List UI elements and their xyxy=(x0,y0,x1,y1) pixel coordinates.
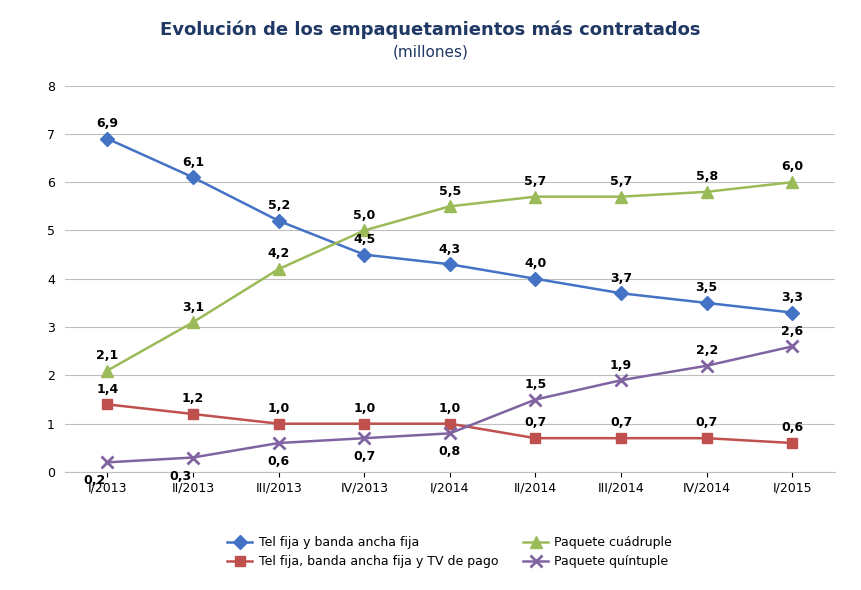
Paquete cuádruple xyxy=(702,188,712,195)
Text: 6,9: 6,9 xyxy=(96,117,118,130)
Paquete cuádruple xyxy=(102,367,113,374)
Text: 0,7: 0,7 xyxy=(524,417,547,430)
Text: 3,7: 3,7 xyxy=(610,271,632,284)
Paquete quíntuple xyxy=(787,343,797,350)
Text: 1,0: 1,0 xyxy=(439,402,461,415)
Paquete quíntuple xyxy=(444,430,455,437)
Paquete cuádruple xyxy=(530,193,541,200)
Tel fija y banda ancha fija xyxy=(359,251,369,258)
Paquete quíntuple xyxy=(102,459,113,466)
Tel fija y banda ancha fija xyxy=(188,174,198,181)
Text: 2,2: 2,2 xyxy=(696,344,718,357)
Paquete cuádruple xyxy=(274,266,284,273)
Tel fija, banda ancha fija y TV de pago xyxy=(702,435,712,442)
Line: Paquete cuádruple: Paquete cuádruple xyxy=(102,176,798,376)
Paquete cuádruple xyxy=(444,203,455,210)
Tel fija, banda ancha fija y TV de pago xyxy=(102,401,113,408)
Paquete cuádruple xyxy=(188,319,198,326)
Text: 0,2: 0,2 xyxy=(84,474,106,487)
Paquete quíntuple xyxy=(274,440,284,447)
Text: 1,0: 1,0 xyxy=(268,402,290,415)
Tel fija y banda ancha fija xyxy=(530,275,541,283)
Paquete cuádruple xyxy=(616,193,626,200)
Text: 5,7: 5,7 xyxy=(524,175,547,188)
Text: 2,6: 2,6 xyxy=(781,324,803,337)
Text: 3,1: 3,1 xyxy=(182,300,204,313)
Tel fija y banda ancha fija xyxy=(444,261,455,268)
Text: 5,7: 5,7 xyxy=(610,175,632,188)
Text: 2,1: 2,1 xyxy=(96,349,119,362)
Paquete cuádruple xyxy=(359,227,369,234)
Text: 0,6: 0,6 xyxy=(268,455,289,468)
Tel fija, banda ancha fija y TV de pago xyxy=(616,435,626,442)
Text: 6,1: 6,1 xyxy=(182,156,204,169)
Text: 3,3: 3,3 xyxy=(782,291,803,304)
Text: 1,0: 1,0 xyxy=(353,402,375,415)
Line: Paquete quíntuple: Paquete quíntuple xyxy=(101,340,799,468)
Text: 5,5: 5,5 xyxy=(439,185,461,198)
Line: Tel fija y banda ancha fija: Tel fija y banda ancha fija xyxy=(102,134,797,317)
Text: 0,7: 0,7 xyxy=(610,417,632,430)
Text: 5,0: 5,0 xyxy=(353,209,375,222)
Tel fija y banda ancha fija xyxy=(702,299,712,306)
Tel fija, banda ancha fija y TV de pago xyxy=(444,420,455,427)
Line: Tel fija, banda ancha fija y TV de pago: Tel fija, banda ancha fija y TV de pago xyxy=(102,399,797,448)
Text: 0,7: 0,7 xyxy=(696,417,718,430)
Tel fija y banda ancha fija xyxy=(274,217,284,224)
Paquete cuádruple xyxy=(787,179,797,186)
Paquete quíntuple xyxy=(359,435,369,442)
Legend: Tel fija y banda ancha fija, Tel fija, banda ancha fija y TV de pago, Paquete cu: Tel fija y banda ancha fija, Tel fija, b… xyxy=(227,536,672,569)
Text: (millones): (millones) xyxy=(393,44,468,59)
Tel fija, banda ancha fija y TV de pago xyxy=(787,440,797,447)
Text: 4,2: 4,2 xyxy=(268,247,290,260)
Text: 1,2: 1,2 xyxy=(182,392,204,405)
Paquete quíntuple xyxy=(616,376,626,384)
Text: 4,5: 4,5 xyxy=(353,233,375,246)
Text: 1,9: 1,9 xyxy=(610,359,632,372)
Text: 1,5: 1,5 xyxy=(524,378,547,391)
Paquete quíntuple xyxy=(188,454,198,461)
Paquete quíntuple xyxy=(702,362,712,369)
Paquete quíntuple xyxy=(530,396,541,403)
Text: 4,0: 4,0 xyxy=(524,257,547,270)
Text: 0,3: 0,3 xyxy=(169,470,191,483)
Tel fija, banda ancha fija y TV de pago xyxy=(359,420,369,427)
Tel fija y banda ancha fija xyxy=(102,135,113,142)
Tel fija y banda ancha fija xyxy=(787,309,797,316)
Text: 0,7: 0,7 xyxy=(353,450,375,463)
Text: Evolución de los empaquetamientos más contratados: Evolución de los empaquetamientos más co… xyxy=(160,21,701,39)
Text: 4,3: 4,3 xyxy=(439,242,461,255)
Text: 3,5: 3,5 xyxy=(696,281,718,294)
Text: 0,8: 0,8 xyxy=(439,445,461,458)
Tel fija, banda ancha fija y TV de pago xyxy=(274,420,284,427)
Tel fija, banda ancha fija y TV de pago xyxy=(188,411,198,418)
Text: 6,0: 6,0 xyxy=(781,160,803,173)
Text: 1,4: 1,4 xyxy=(96,383,119,396)
Tel fija, banda ancha fija y TV de pago xyxy=(530,435,541,442)
Text: 5,8: 5,8 xyxy=(696,170,718,183)
Text: 0,6: 0,6 xyxy=(781,421,803,434)
Tel fija y banda ancha fija xyxy=(616,290,626,297)
Text: 5,2: 5,2 xyxy=(268,199,290,212)
